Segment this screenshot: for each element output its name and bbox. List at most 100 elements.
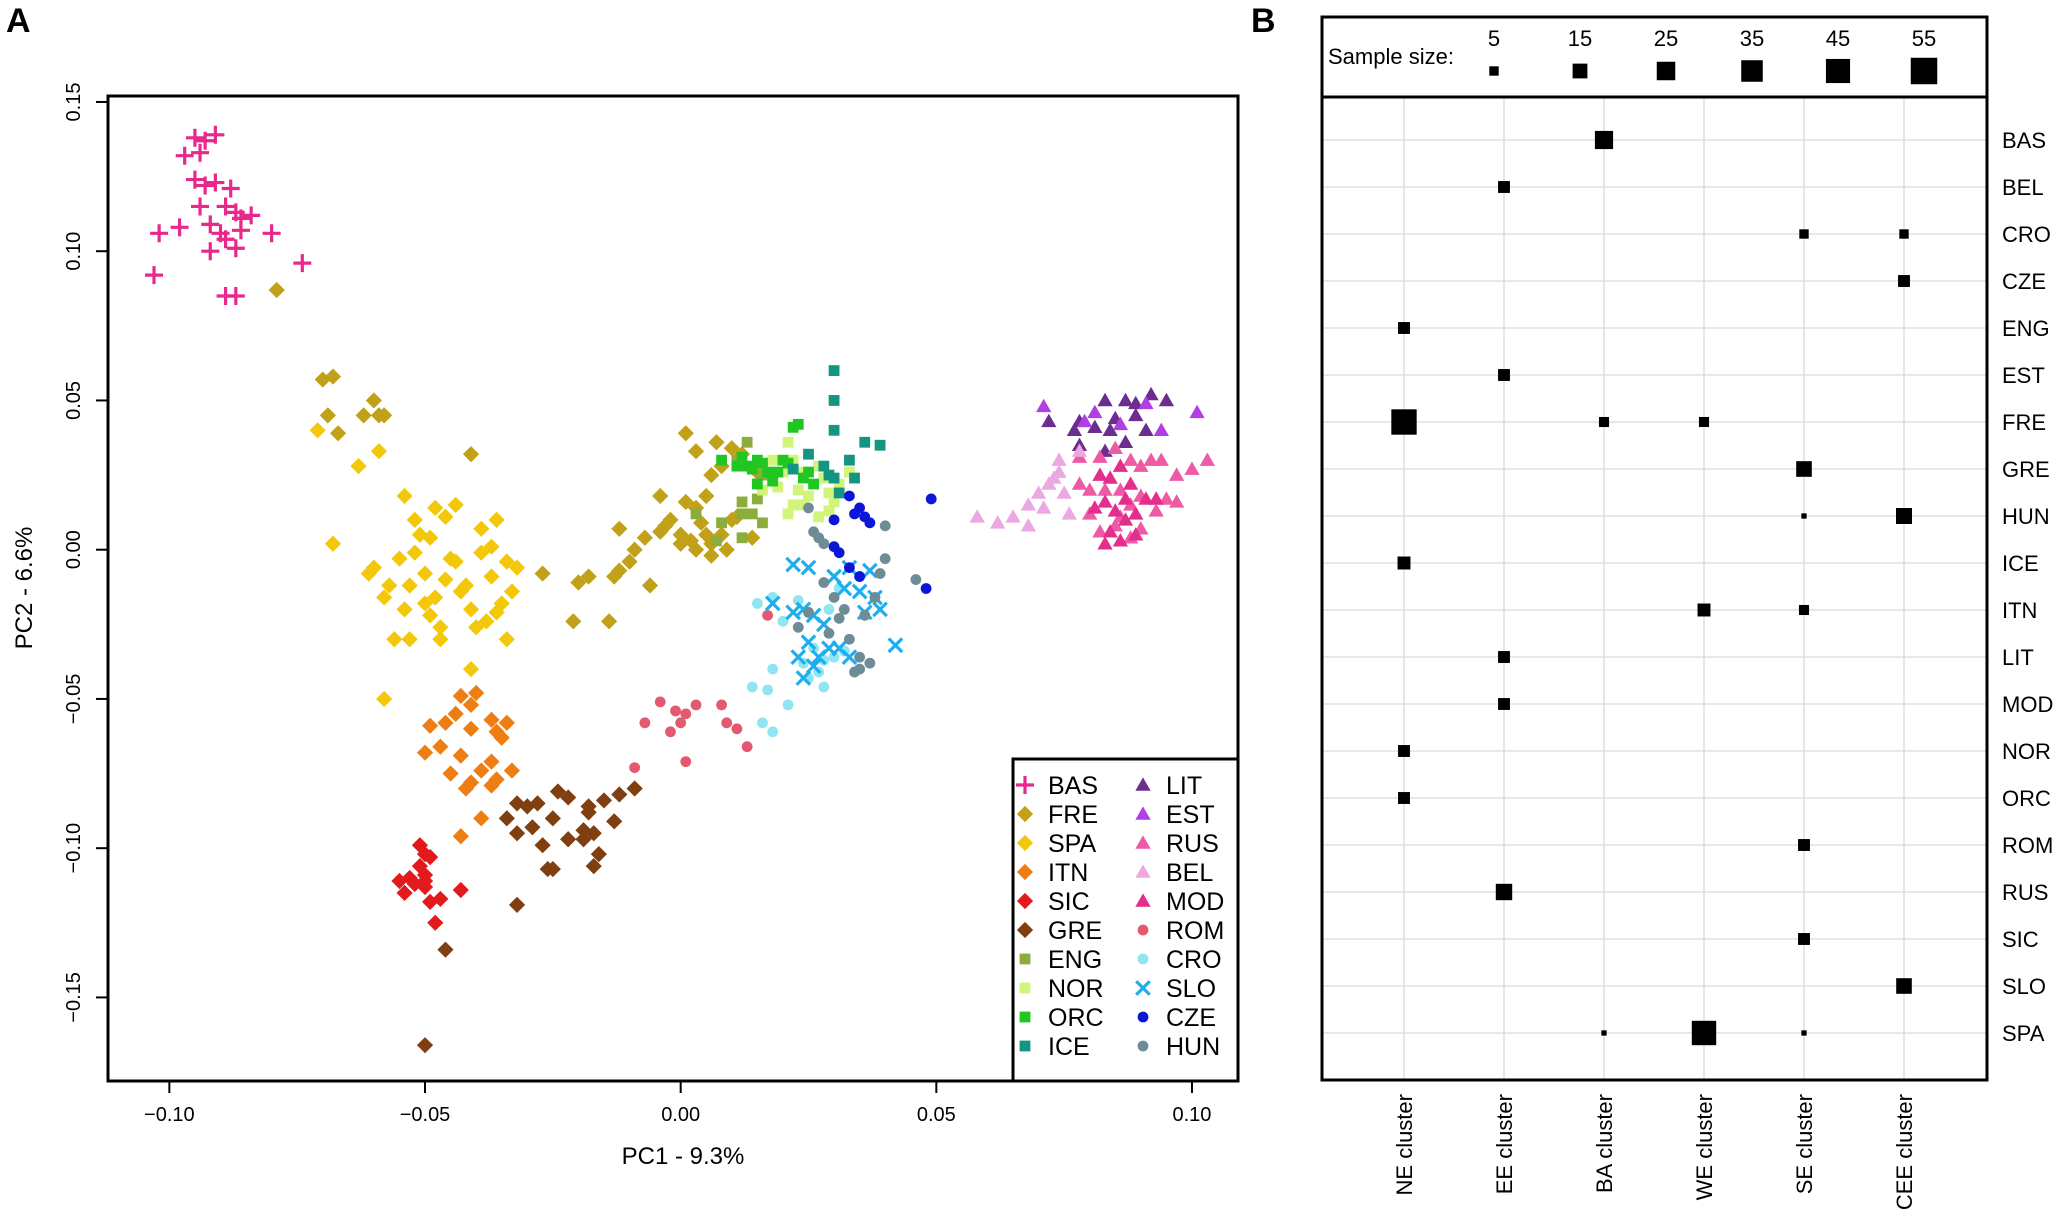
point-spa: [432, 619, 449, 636]
point-spa: [442, 550, 459, 567]
point-spa: [473, 544, 490, 561]
point-bel: [1036, 500, 1052, 514]
point-nor: [767, 454, 779, 466]
point-cze: [925, 493, 937, 505]
point-gre: [416, 1037, 434, 1054]
point-spa: [432, 631, 449, 648]
point-bas: [206, 173, 225, 192]
point-cro: [762, 684, 773, 696]
point-bel: [969, 509, 985, 523]
series-orc: [716, 418, 820, 490]
point-gre: [575, 831, 592, 848]
point-rom: [665, 726, 676, 738]
point-spa: [422, 607, 439, 624]
point-mod: [1128, 506, 1144, 520]
point-cze: [854, 571, 866, 582]
point-rus: [1097, 482, 1113, 496]
legend-item-itn: ITN: [1016, 859, 1088, 887]
point-bas: [216, 230, 235, 249]
legend-item-gre: GRE: [1016, 917, 1102, 945]
point-fre: [703, 466, 720, 484]
point-spa: [350, 458, 367, 475]
y-tick-label: 0.15: [63, 83, 85, 122]
series-spa: [309, 422, 526, 708]
point-fre: [611, 562, 628, 579]
point-nor: [782, 508, 794, 520]
point-fre: [698, 526, 715, 543]
point-fre: [723, 440, 740, 457]
population-label: BAS: [2002, 128, 2046, 153]
cell-rom: [1798, 839, 1810, 851]
point-rus: [1199, 452, 1215, 466]
point-bel: [1061, 506, 1077, 520]
series-mod: [1087, 458, 1164, 550]
legend-item-eng: ENG: [1019, 946, 1102, 974]
point-mod: [1107, 503, 1123, 517]
point-hun: [844, 633, 855, 645]
population-label: ORC: [2002, 786, 2051, 811]
point-hun: [879, 553, 891, 565]
point-orc: [808, 478, 820, 490]
point-gre: [524, 819, 541, 836]
series-bas: [145, 125, 312, 305]
point-itn: [503, 762, 521, 779]
point-spa: [386, 631, 403, 648]
point-slo: [841, 649, 858, 666]
point-rus: [1133, 458, 1149, 472]
point-bel: [1005, 509, 1021, 523]
point-bas: [206, 125, 225, 144]
population-label: GRE: [2002, 457, 2050, 482]
point-mod: [1148, 491, 1164, 505]
point-orc: [736, 451, 748, 463]
legend-item-spa: SPA: [1016, 830, 1096, 858]
point-bas: [226, 286, 245, 305]
point-itn: [447, 705, 464, 722]
point-mod: [1092, 467, 1108, 481]
point-rom: [680, 756, 692, 768]
series-est: [1036, 395, 1205, 437]
point-hun: [833, 612, 845, 624]
legend-label: HUN: [1166, 1033, 1220, 1061]
pca-plot-frame: [106, 94, 1240, 1083]
point-slo: [851, 583, 868, 600]
point-itn: [452, 828, 469, 845]
point-orc: [716, 454, 727, 466]
point-slo: [836, 580, 853, 597]
point-ice: [828, 395, 840, 406]
point-spa: [401, 631, 418, 648]
point-eng: [736, 532, 748, 544]
cell-cze: [1898, 275, 1910, 287]
point-spa: [473, 520, 490, 537]
sample-size-marker: [1910, 57, 1938, 85]
point-gre: [534, 837, 551, 854]
point-rom: [639, 717, 651, 729]
point-cro: [746, 681, 758, 693]
cell-gre: [1796, 461, 1812, 477]
legend-marker-est: [1135, 806, 1151, 820]
point-gre: [611, 786, 628, 803]
legend-item-cze: CZE: [1137, 1004, 1216, 1032]
legend-label: SPA: [1048, 830, 1096, 858]
legend-label: GRE: [1048, 917, 1102, 945]
legend-item-orc: ORC: [1019, 1004, 1104, 1032]
point-rom: [741, 741, 753, 753]
point-rus: [1158, 491, 1175, 505]
point-sic: [432, 890, 449, 908]
legend-item-bas: BAS: [1016, 772, 1098, 800]
cell-hun: [1801, 513, 1807, 519]
point-slo: [785, 556, 802, 573]
point-hun: [818, 538, 830, 550]
point-spa: [381, 577, 398, 594]
point-cro: [751, 598, 763, 609]
point-itn: [498, 714, 515, 731]
point-spa: [508, 559, 526, 576]
point-itn: [473, 762, 490, 779]
point-hun: [869, 592, 881, 603]
point-eng: [711, 535, 722, 547]
legend-marker-bas: [1016, 776, 1034, 794]
point-orc: [803, 466, 814, 478]
point-hun: [828, 592, 840, 603]
point-mod: [1138, 491, 1154, 505]
legend-label: ORC: [1048, 1004, 1104, 1032]
